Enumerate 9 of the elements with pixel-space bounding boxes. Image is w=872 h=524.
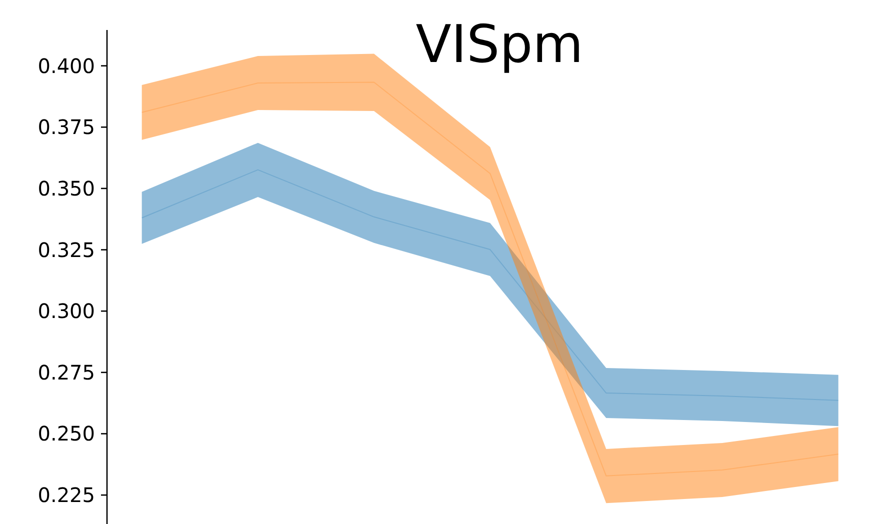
y-tick-label: 0.275 (38, 360, 95, 384)
chart-title: VISpm (416, 15, 584, 75)
y-tick-label: 0.225 (38, 483, 95, 508)
y-tick-label: 0.375 (38, 115, 95, 140)
y-tick-label: 0.350 (38, 176, 95, 200)
y-tick-label: 0.325 (38, 238, 95, 262)
y-tick-label: 0.250 (38, 422, 95, 446)
y-tick-label: 0.400 (38, 54, 95, 78)
y-tick-label: 0.300 (38, 299, 95, 324)
